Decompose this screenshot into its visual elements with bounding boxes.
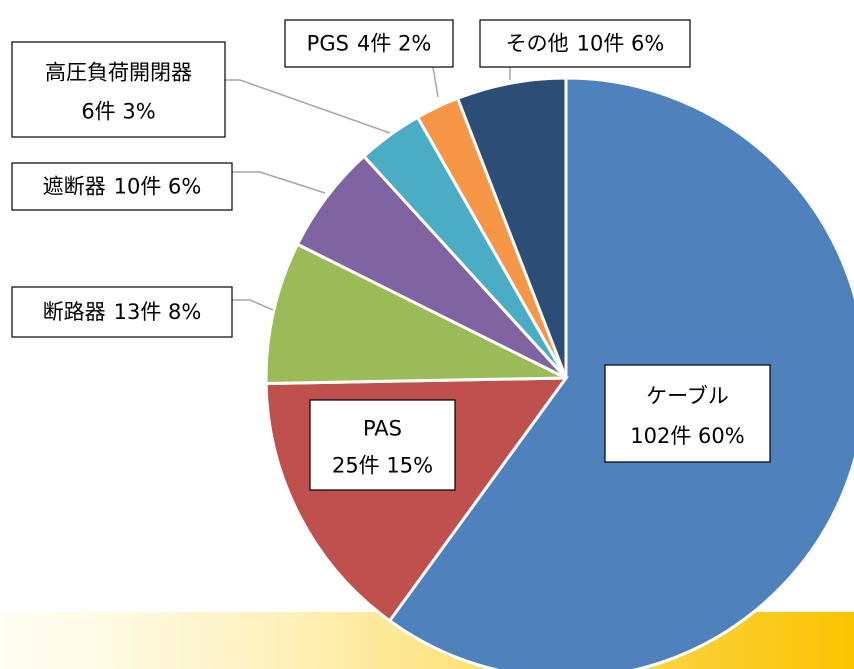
label-box: [604, 364, 771, 463]
data-label: 遮断器 10件 6%: [43, 175, 202, 199]
data-label: PGS 4件 2%: [307, 32, 432, 56]
category-label: PGS: [307, 32, 349, 56]
label-box: [11, 162, 233, 211]
value-label: 10件 6%: [577, 32, 665, 56]
label-box: [284, 19, 454, 68]
leader-lines: [225, 66, 511, 311]
pie-slice: [455, 76, 568, 379]
value-label: 13件 8%: [114, 300, 202, 324]
leader-line: [432, 66, 439, 98]
label-box: [309, 399, 456, 491]
value-label: 102件 60%: [630, 424, 744, 448]
label-box: [479, 19, 691, 68]
label-box: [11, 41, 226, 138]
category-label: 遮断器: [43, 175, 106, 199]
value-label: 10件 6%: [114, 175, 202, 199]
value-label: 4件 2%: [357, 32, 431, 56]
leader-line: [232, 171, 326, 194]
label-box: [11, 286, 233, 338]
value-label: 6件 3%: [81, 99, 155, 123]
pie-slice: [264, 242, 567, 386]
value-label: 25件 15%: [332, 454, 433, 478]
data-labels: ケーブル 102件 60% PAS 25件 15% 断路器 13件 8% 遮断器 10件 6%…: [11, 19, 771, 491]
category-label: PAS: [363, 417, 402, 441]
data-label: 断路器 13件 8%: [43, 300, 202, 324]
data-label: その他 10件 6%: [506, 32, 665, 56]
category-label: その他: [506, 32, 569, 56]
category-label: ケーブル: [646, 384, 729, 408]
category-label: 断路器: [43, 300, 106, 324]
leader-line: [232, 299, 274, 311]
leader-line: [225, 79, 391, 134]
category-label: 高圧負荷開閉器: [45, 60, 192, 84]
